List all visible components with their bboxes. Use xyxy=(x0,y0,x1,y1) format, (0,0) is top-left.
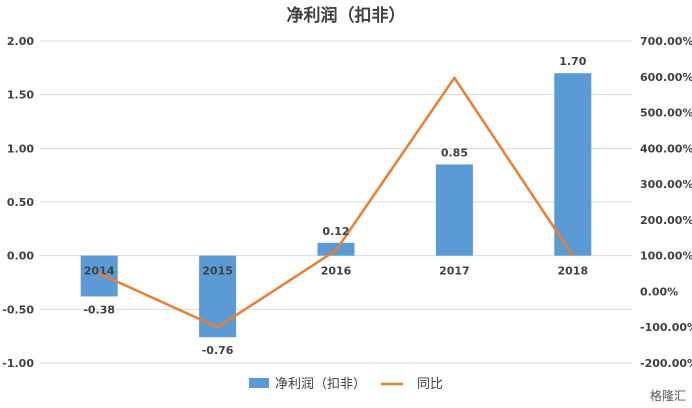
bar xyxy=(199,255,237,338)
category-labels: 2014 2015 2016 2017 2018 xyxy=(84,265,588,278)
category-label: 2017 xyxy=(439,265,470,278)
left-axis-tick-label: 1.00 xyxy=(7,142,34,155)
category-label: 2014 xyxy=(84,265,115,278)
left-axis-tick-label: -0.50 xyxy=(2,303,34,316)
bar-data-label: -0.38 xyxy=(83,303,115,316)
right-axis-tick-label: 0.00% xyxy=(640,285,678,298)
bar-data-label: 1.70 xyxy=(559,55,586,68)
left-axis-tick-label: -1.00 xyxy=(2,357,34,370)
bar-data-label: 0.12 xyxy=(322,225,349,238)
data-labels: -0.38 -0.76 0.12 0.85 1.70 xyxy=(83,55,586,357)
bar-series xyxy=(80,73,592,338)
left-axis-ticks: 2.00 1.50 1.00 0.50 0.00 -0.50 -1.00 xyxy=(2,35,34,370)
left-axis-tick-label: 1.50 xyxy=(7,89,34,102)
left-axis-tick-label: 2.00 xyxy=(7,35,34,48)
right-axis-ticks: 700.00% 600.00% 500.00% 400.00% 300.00% 200.0… xyxy=(640,35,692,370)
legend-line-label: 同比 xyxy=(417,377,443,392)
right-axis-tick-label: 600.00% xyxy=(640,71,692,84)
right-axis-tick-label: -200.00% xyxy=(640,357,692,370)
left-axis-tick-label: 0.50 xyxy=(7,196,34,209)
gridlines xyxy=(40,40,632,364)
category-label: 2018 xyxy=(557,265,588,278)
line-series xyxy=(98,76,574,329)
right-axis-tick-label: -100.00% xyxy=(640,321,692,334)
left-axis-tick-label: 0.00 xyxy=(7,250,34,263)
right-axis-tick-label: 100.00% xyxy=(640,250,692,263)
chart-title: 净利润（扣非） xyxy=(287,5,406,26)
bar xyxy=(80,255,118,297)
legend-bar-swatch xyxy=(249,378,269,388)
right-axis-tick-label: 300.00% xyxy=(640,178,692,191)
right-axis-tick-label: 700.00% xyxy=(640,35,692,48)
category-label: 2015 xyxy=(202,265,233,278)
right-axis-tick-label: 500.00% xyxy=(640,107,692,120)
watermark: 格隆汇 xyxy=(650,388,686,403)
category-label: 2016 xyxy=(321,265,352,278)
bar xyxy=(435,164,473,256)
bar xyxy=(554,73,592,256)
legend-bar-label: 净利润（扣非） xyxy=(275,377,366,392)
yoy-line xyxy=(98,76,574,329)
legend: 净利润（扣非） 同比 xyxy=(249,377,443,392)
bar-data-label: 0.85 xyxy=(441,146,468,159)
right-axis-tick-label: 200.00% xyxy=(640,214,692,227)
right-axis-tick-label: 400.00% xyxy=(640,142,692,155)
bar-data-label: -0.76 xyxy=(202,344,234,357)
